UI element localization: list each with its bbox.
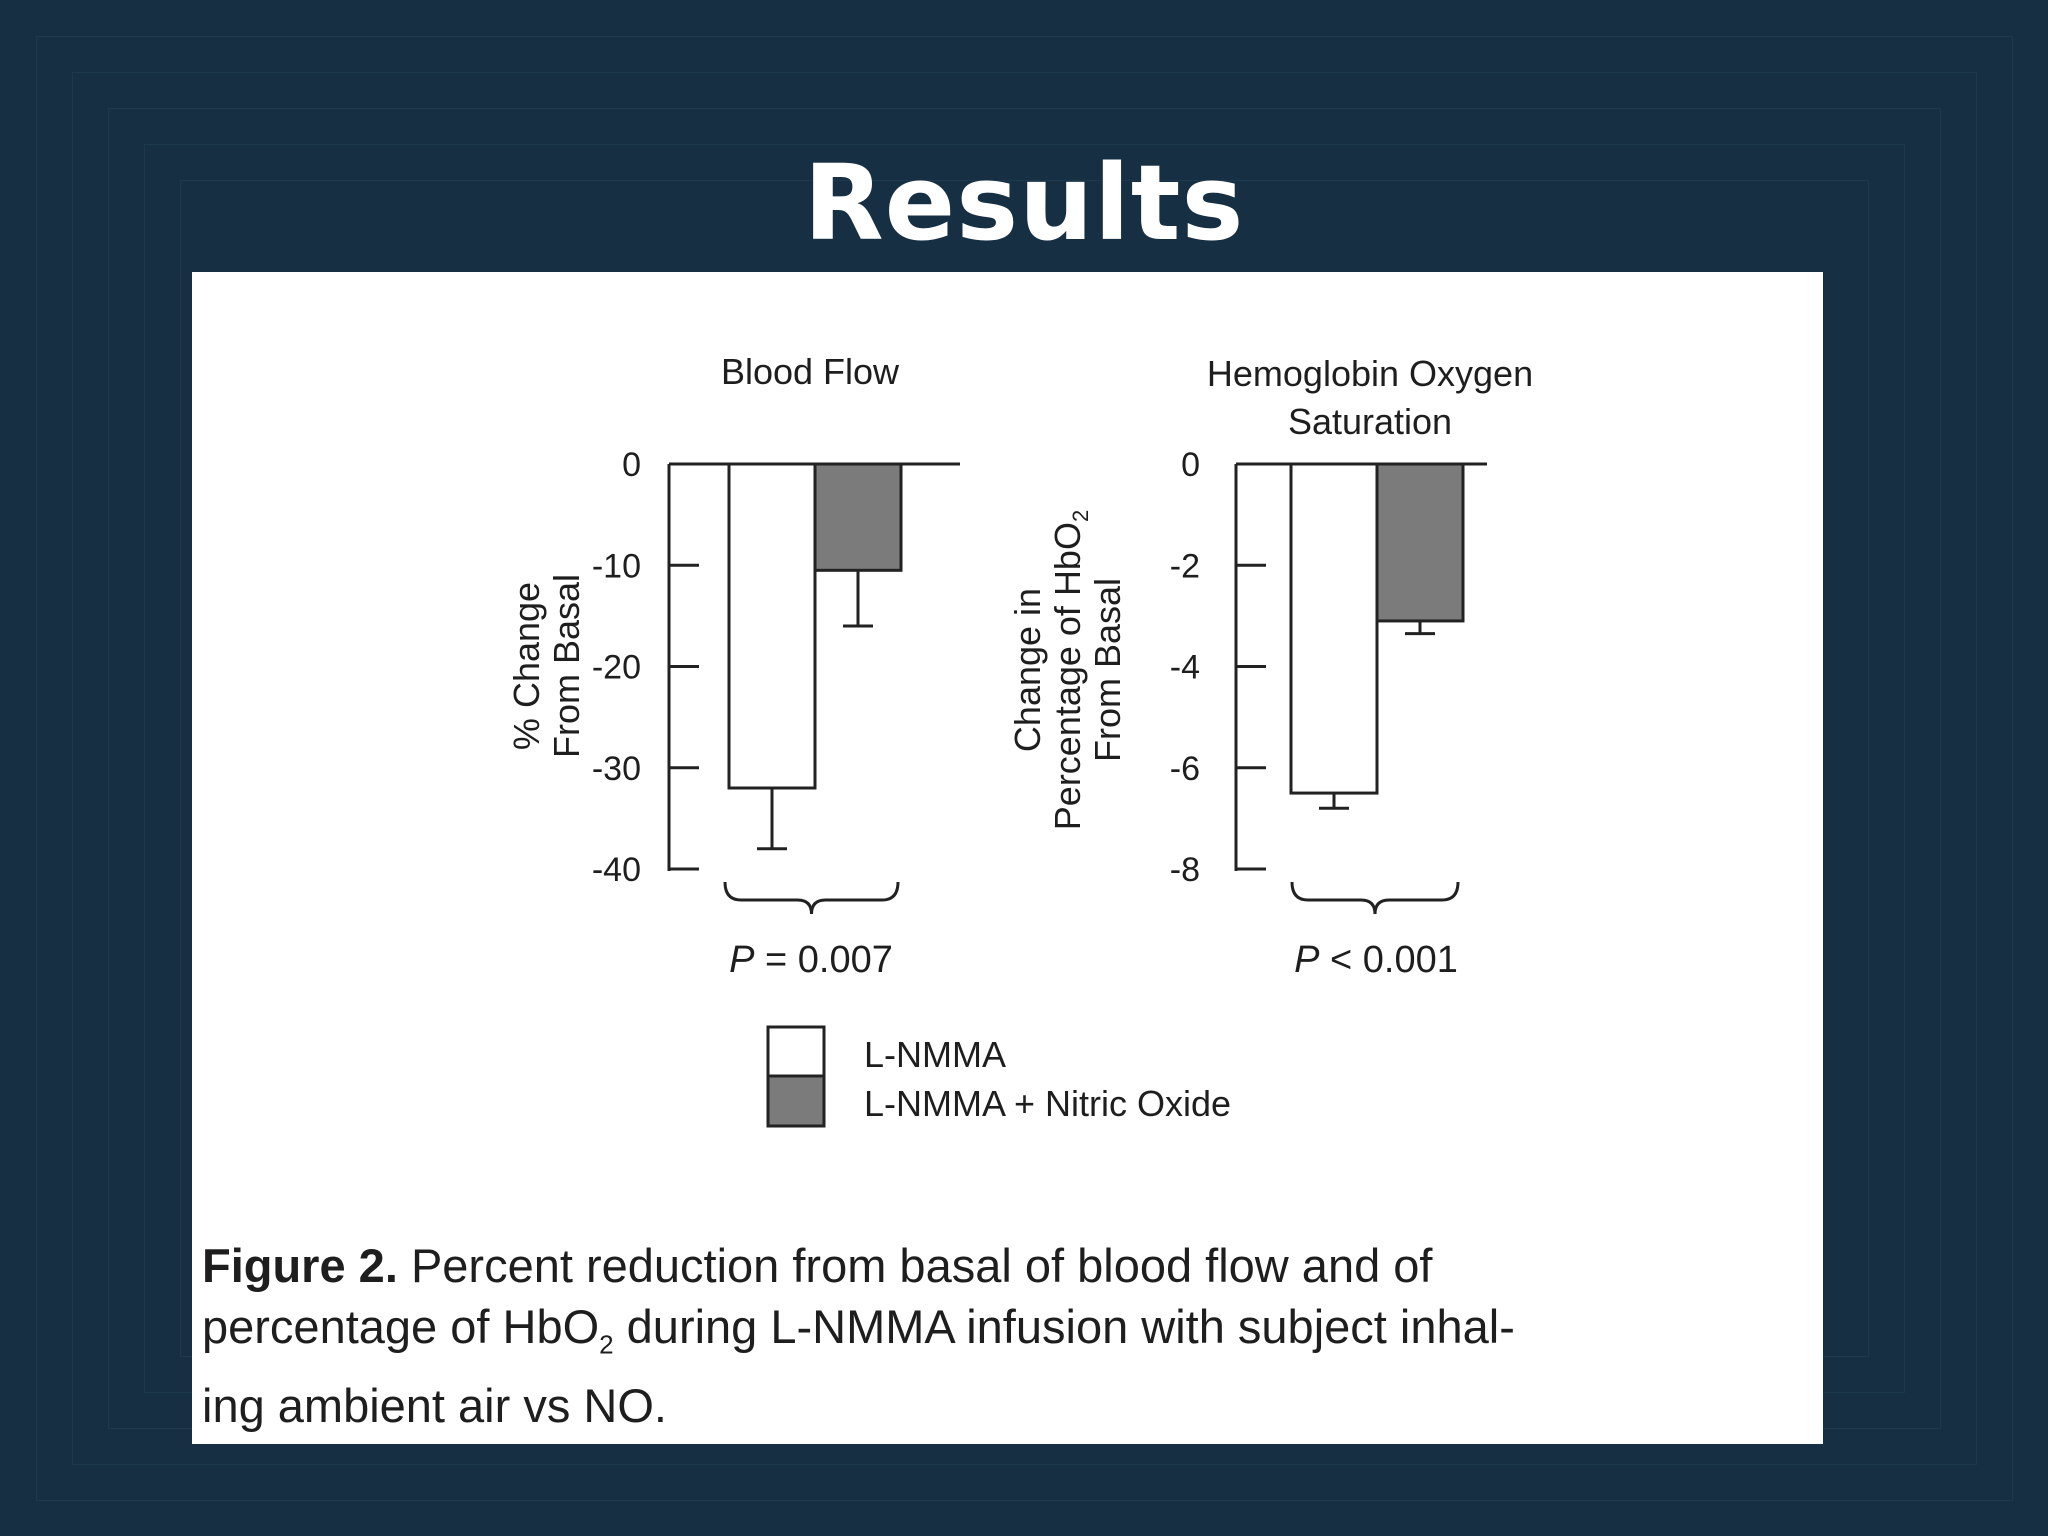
caption-text-line1: Percent reduction from basal of blood fl… — [410, 1239, 1433, 1292]
y-tick-label: -2 — [1170, 547, 1200, 585]
y-tick-label: -8 — [1170, 851, 1200, 889]
caption-label: Figure 2. — [202, 1239, 398, 1292]
y-tick-label: -10 — [592, 547, 641, 585]
figure-caption: Figure 2. Percent reduction from basal o… — [202, 1235, 1812, 1436]
y-axis-label: From Basal — [1087, 578, 1128, 762]
bar — [1289, 462, 1379, 795]
legend-swatch — [766, 1025, 826, 1079]
bar — [813, 462, 903, 572]
chart-figure: Blood Flow% Change From Basal0-10-20-30-4… — [506, 351, 1533, 1128]
p-value-text: = 0.007 — [754, 939, 892, 981]
y-tick-label: 0 — [622, 446, 641, 484]
caption-text-line3: ing ambient air vs NO. — [202, 1379, 667, 1433]
caption-subscript: 2 — [599, 1329, 614, 1360]
bar — [727, 462, 817, 790]
chart-title: Saturation — [1288, 401, 1452, 442]
y-tick-label: -40 — [592, 851, 641, 889]
comparison-brace — [723, 881, 900, 915]
p-value-text: < 0.001 — [1319, 939, 1457, 981]
figure-panel: Blood Flow% Change From Basal 0 -10 -20 -30 -4… — [192, 272, 1823, 1444]
chart-title: Hemoglobin Oxygen — [1207, 353, 1533, 394]
p-value-symbol: P — [1294, 939, 1320, 981]
slide-title: Results — [803, 142, 1245, 264]
legend-label: L-NMMA + Nitric Oxide — [864, 1083, 1231, 1124]
p-value-label: P = 0.007 — [729, 939, 893, 981]
y-tick-label: -30 — [592, 750, 641, 788]
y-axis-label: From Basal — [546, 574, 587, 758]
y-tick-label: -20 — [592, 649, 641, 687]
legend-label: L-NMMA — [864, 1034, 1006, 1075]
y-tick-label: 0 — [1181, 446, 1200, 484]
y-axis-label: Percentage of HbO2 — [1047, 510, 1093, 830]
bar — [1375, 462, 1465, 623]
y-tick-label: -4 — [1170, 649, 1200, 687]
caption-text-line2a: percentage of HbO — [202, 1300, 600, 1353]
y-axis-label-subscript: 2 — [1068, 510, 1093, 522]
p-value-symbol: P — [729, 939, 755, 981]
comparison-brace — [1290, 881, 1460, 915]
y-tick-label: -6 — [1170, 750, 1200, 788]
legend-swatch — [766, 1074, 826, 1128]
chart-title: Blood Flow — [721, 351, 900, 392]
p-value-label: P < 0.001 — [1294, 939, 1458, 981]
y-axis-label: Change in — [1007, 588, 1048, 752]
caption-text-line2b: during L-NMMA infusion with subject inha… — [613, 1300, 1515, 1353]
y-axis-label: % Change — [506, 582, 547, 750]
